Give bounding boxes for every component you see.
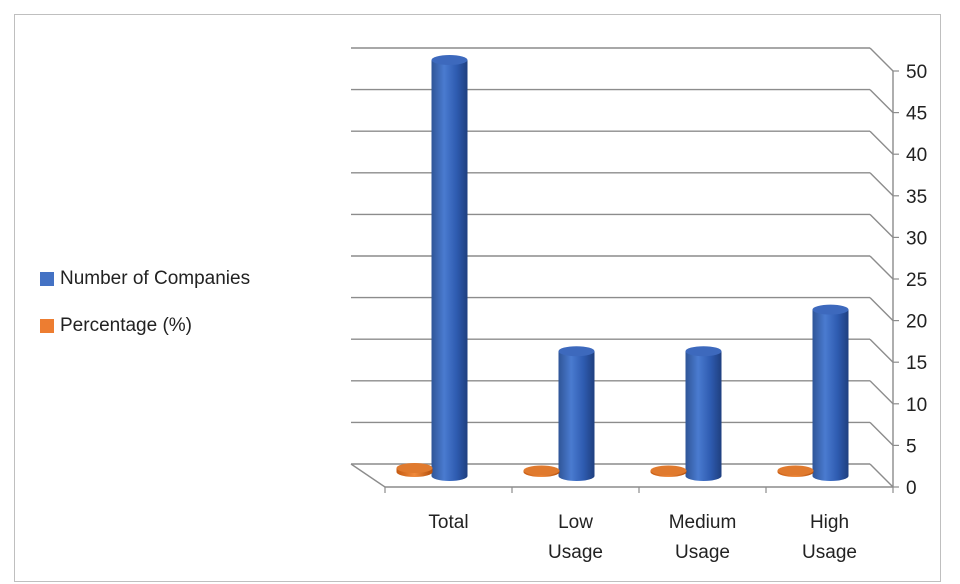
bar-companies-0-body bbox=[431, 60, 468, 482]
x-tick-label: High bbox=[810, 512, 849, 533]
x-tick-label: Low bbox=[558, 512, 593, 533]
y-tick-label: 25 bbox=[906, 270, 927, 291]
legend-item-companies: Number of Companies bbox=[40, 267, 250, 291]
gridline-depth bbox=[869, 47, 894, 72]
y-tick-label: 10 bbox=[906, 395, 927, 416]
y-tick-label: 20 bbox=[906, 312, 927, 333]
bar-companies-0-top bbox=[431, 55, 468, 65]
x-tick-label: Usage bbox=[548, 542, 603, 563]
y-tick-label: 0 bbox=[906, 478, 917, 499]
gridline-depth bbox=[869, 463, 894, 488]
bar-companies-3-top bbox=[812, 304, 849, 315]
legend-label-companies: Number of Companies bbox=[60, 268, 251, 289]
bar-percentage-0 bbox=[396, 463, 433, 477]
bar-companies-2 bbox=[685, 346, 722, 482]
bar-companies-1-body bbox=[558, 351, 595, 482]
gridline-depth bbox=[869, 130, 894, 155]
gridline-depth bbox=[869, 380, 894, 405]
gridline-depth bbox=[869, 255, 894, 280]
legend-swatch-percentage bbox=[40, 319, 54, 333]
y-tick-label: 35 bbox=[906, 187, 927, 208]
bar-percentage-2 bbox=[650, 465, 687, 477]
axis-labels: 0 5 10 15 20 25 30 35 40 45 50 Total Low Usage Medium U… bbox=[428, 62, 927, 563]
bar-companies-2-top bbox=[685, 346, 722, 357]
y-tick-label: 30 bbox=[906, 228, 927, 249]
bar-companies-0 bbox=[431, 55, 468, 482]
gridline-depth bbox=[869, 172, 894, 197]
bar-percentage-3-top bbox=[777, 465, 814, 476]
bar-percentage-2-top bbox=[650, 465, 687, 476]
legend-label-percentage: Percentage (%) bbox=[60, 315, 193, 336]
axes bbox=[350, 70, 899, 493]
bar-companies-3 bbox=[812, 304, 849, 482]
gridline-depth bbox=[869, 89, 894, 114]
gridline-depth bbox=[869, 338, 894, 363]
x-tick-label: Usage bbox=[802, 542, 857, 563]
bar-percentage-0-top bbox=[396, 463, 433, 473]
x-tick-label: Usage bbox=[675, 542, 730, 563]
x-tick-label: Total bbox=[428, 512, 468, 533]
bar-companies-1 bbox=[558, 346, 595, 482]
bar-companies-3-body bbox=[812, 309, 849, 482]
y-tick-label: 45 bbox=[906, 104, 927, 125]
legend-item-percentage: Percentage (%) bbox=[40, 314, 250, 338]
x-tick-label: Medium bbox=[669, 512, 737, 533]
y-tick-label: 5 bbox=[906, 436, 917, 457]
floor-left-edge bbox=[350, 463, 386, 488]
gridline-depth bbox=[869, 213, 894, 238]
gridline-depth bbox=[869, 421, 894, 446]
y-tick-label: 40 bbox=[906, 145, 927, 166]
gridline-depth bbox=[869, 297, 894, 322]
legend-swatch-companies bbox=[40, 272, 54, 286]
y-tick-label: 50 bbox=[906, 62, 927, 83]
bar-companies-2-body bbox=[685, 351, 722, 482]
bar-percentage-1 bbox=[523, 465, 560, 477]
bars bbox=[396, 55, 849, 482]
bar-percentage-1-top bbox=[523, 465, 560, 476]
bar-percentage-3 bbox=[777, 465, 814, 477]
bar-companies-1-top bbox=[558, 346, 595, 357]
y-tick-label: 15 bbox=[906, 353, 927, 374]
legend: Number of Companies Percentage (%) bbox=[40, 267, 250, 361]
